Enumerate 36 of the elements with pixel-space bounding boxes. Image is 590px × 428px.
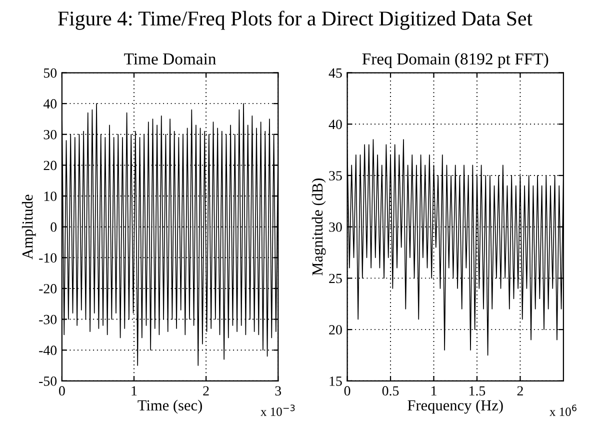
text: x 10$^{−3}$ [260, 404, 295, 416]
y-tick-label: 20 [44, 160, 57, 170]
y-tick-label: 30 [329, 222, 342, 232]
x-tick-label: 2 [203, 386, 209, 396]
chart-title: Freq Domain (8192 pt FFT) [362, 52, 548, 68]
y-tick-label: 20 [329, 325, 342, 335]
y-tick-label: 35 [329, 171, 342, 180]
y-axis-title: Magnitude (dB) [312, 178, 326, 276]
x-axis-title: Time (sec) [138, 400, 202, 414]
y-tick-label: -20 [39, 284, 57, 294]
y-axis-title: Amplitude [22, 194, 36, 260]
x-tick-label: 1 [132, 386, 137, 396]
y-tick-label: 0 [50, 222, 57, 232]
chart-title: Time Domain [124, 53, 216, 65]
x-tick-label: 1 [432, 386, 436, 396]
y-tick-label: 15 [330, 376, 342, 386]
x-tick-label: 2 [517, 386, 523, 396]
x-tick-label: 0.5 [382, 386, 399, 396]
y-tick-label: 30 [44, 130, 57, 140]
y-tick-label: 50 [44, 68, 57, 78]
y-tick-label: -10 [39, 253, 57, 263]
y-tick-label: 45 [328, 68, 342, 78]
y-tick-label: 25 [329, 274, 342, 284]
y-tick-label: 40 [43, 99, 57, 109]
y-tick-label: -30 [39, 314, 57, 324]
text: x 10$^{6}$ [550, 404, 576, 416]
x-tick-label: 0 [59, 386, 65, 396]
y-tick-label: -40 [39, 346, 57, 356]
y-tick-label: 40 [328, 120, 342, 130]
x-tick-label: 0 [344, 386, 350, 396]
x-tick-label: 1.5 [470, 386, 486, 396]
x-tick-label: 3 [275, 386, 282, 396]
caption: Figure 4: Time/Freq Plots for a Direct Digitized Data Set [58, 10, 532, 30]
y-tick-label: 10 [44, 192, 57, 201]
x-axis-title: Frequency (Hz) [408, 400, 503, 414]
y-tick-label: -50 [39, 376, 57, 386]
